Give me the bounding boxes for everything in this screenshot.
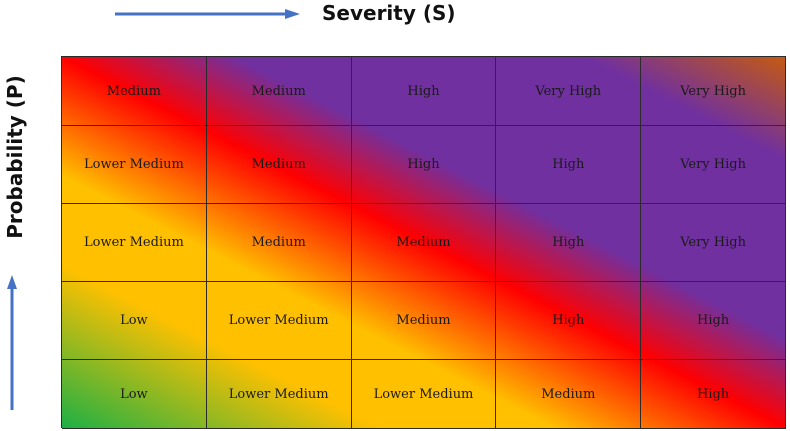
matrix-cell: Medium <box>62 57 207 126</box>
matrix-cell: Medium <box>351 282 497 360</box>
matrix-cell: Low <box>62 282 207 360</box>
matrix-cell: Medium <box>351 204 497 282</box>
matrix-cell: Lower Medium <box>62 126 207 204</box>
severity-axis-label: Severity (S) <box>322 1 456 25</box>
matrix-cell: Very High <box>641 204 786 282</box>
probability-arrow-icon <box>7 275 17 410</box>
matrix-cell: Very High <box>641 57 786 126</box>
matrix-cell: High <box>641 282 786 360</box>
matrix-cell: Medium <box>206 126 352 204</box>
matrix-cell: Medium <box>496 360 642 429</box>
matrix-cell: High <box>496 282 642 360</box>
matrix-cell: High <box>351 57 497 126</box>
severity-arrow-icon <box>115 9 300 19</box>
matrix-cell: Medium <box>206 204 352 282</box>
matrix-cell: Very High <box>641 126 786 204</box>
matrix-cell: Lower Medium <box>206 360 352 429</box>
matrix-cell: Medium <box>206 57 352 126</box>
probability-axis-label: Probability (P) <box>3 75 27 239</box>
matrix-cell: High <box>351 126 497 204</box>
risk-matrix: Medium Medium High Very High Very High L… <box>61 56 786 429</box>
matrix-cell: High <box>496 126 642 204</box>
matrix-cell: Lower Medium <box>62 204 207 282</box>
matrix-cell: Low <box>62 360 207 429</box>
probability-axis-label-wrapper: Probability (P) <box>0 70 30 245</box>
matrix-cell: Lower Medium <box>206 282 352 360</box>
matrix-cell: Very High <box>496 57 642 126</box>
matrix-cell: High <box>641 360 786 429</box>
matrix-cell: Lower Medium <box>351 360 497 429</box>
matrix-cell: High <box>496 204 642 282</box>
